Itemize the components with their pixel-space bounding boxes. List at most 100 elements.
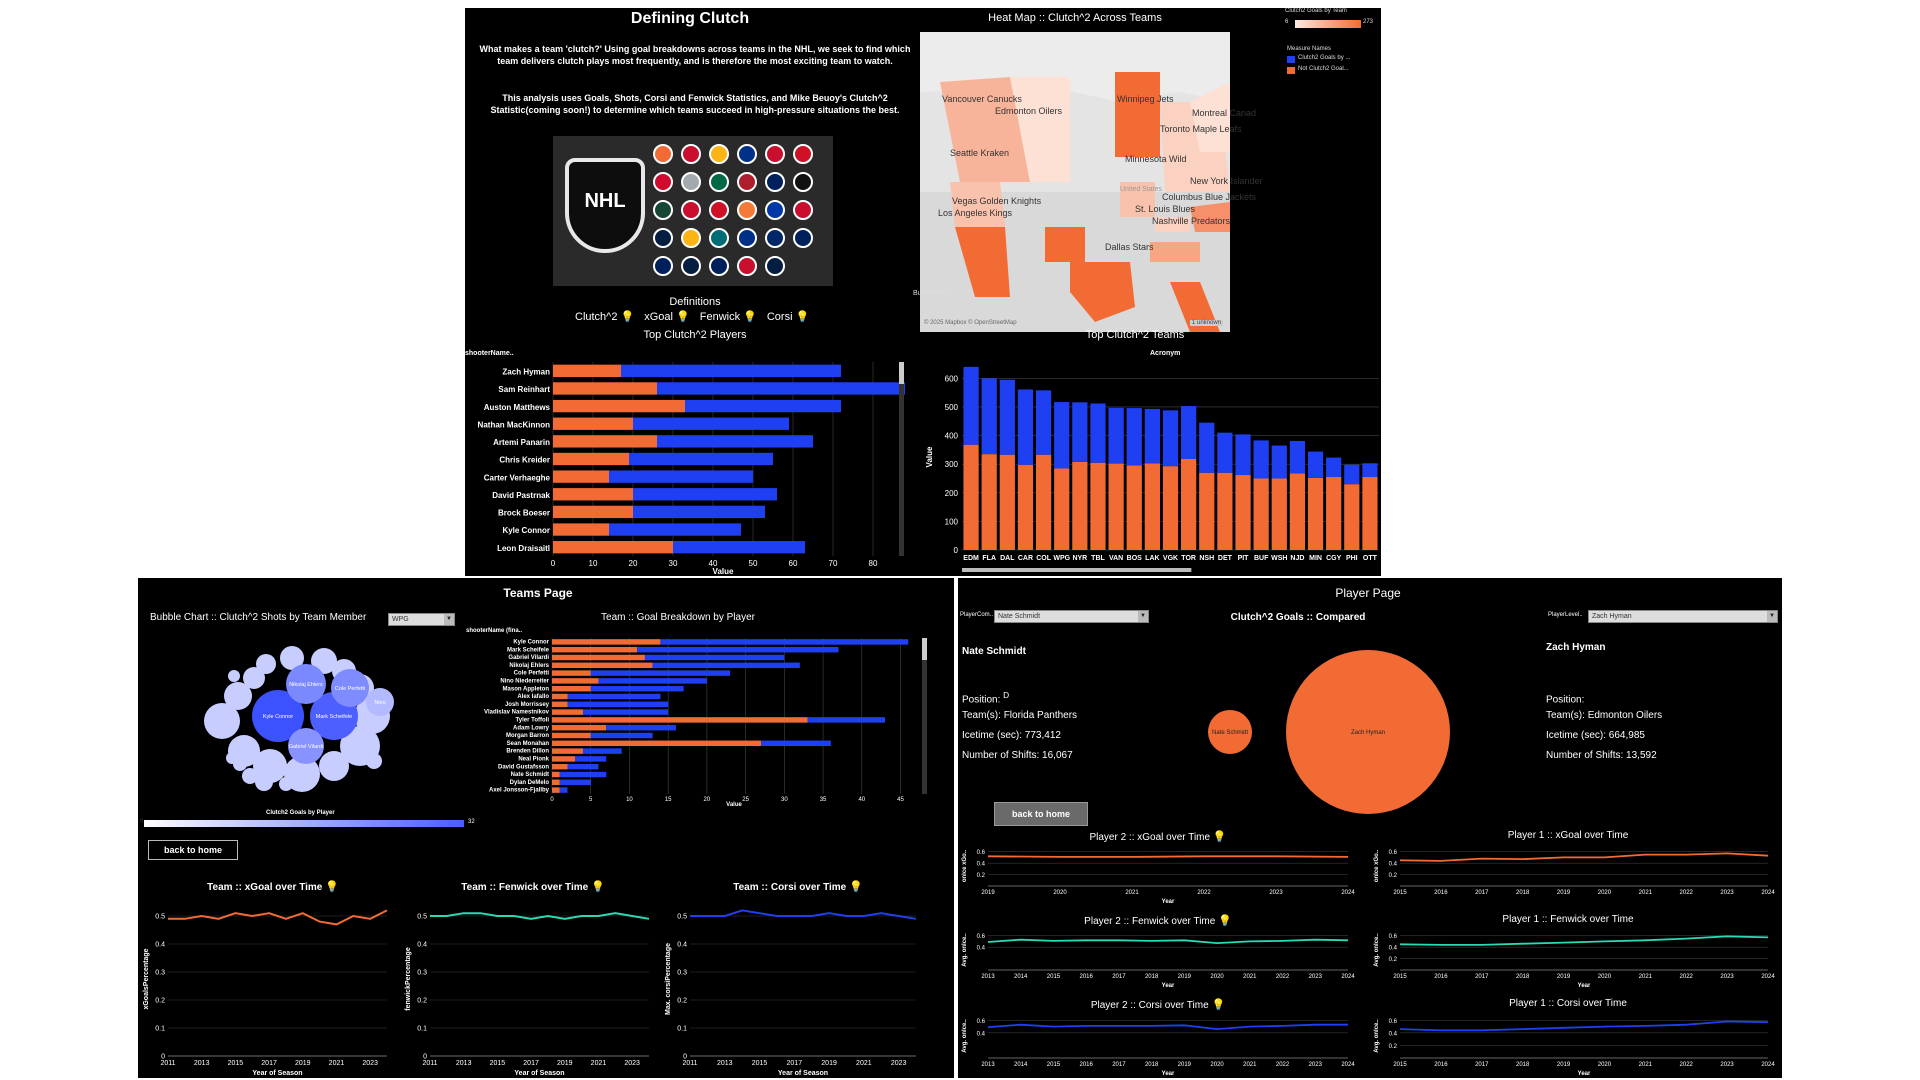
lightbulb-icon[interactable]: 💡 [1211,999,1226,1011]
p2-xgoal-chart[interactable]: 0.2 0.4 0.6 2019 2020 2021 2022 2023 2024 Year onI… [958,842,1358,904]
player1-position: Position: [1546,690,1584,705]
x-tick-label: TBL [1091,555,1105,562]
team-xgoal-chart[interactable]: 0 0.1 0.2 0.3 0.4 0.5 2011 2013 2015 2017 2019 2021… [138,896,393,1076]
lightbulb-icon[interactable]: 💡 [849,881,863,893]
player1-icetime-label: Icetime (sec): [1546,730,1607,741]
x-tick-label: 2017 [261,1060,277,1067]
lightbulb-icon[interactable]: 💡 [676,311,690,323]
lightbulb-icon[interactable]: 💡 [590,881,605,893]
player2-select[interactable]: Nate Schmidt ▼ [994,610,1149,623]
x-tick-label: VGK [1163,555,1178,562]
teams-page-panel: Teams Page Bubble Chart :: Clutch^2 Shot… [138,578,954,1078]
category-label: Zach Hyman [502,368,550,377]
category-label: Josh Morrissey [505,702,550,708]
bar-segment-blue [1253,440,1269,479]
x-tick-label: 2023 [624,1060,640,1067]
y-axis-label: onIce xGo.. [962,849,968,882]
lightbulb-icon[interactable]: 💡 [325,881,339,893]
team-select[interactable]: WPG ▼ [388,613,455,626]
compare-bubble-chart[interactable]: Nate Schmidt Zach Hyman [1188,628,1508,818]
player2-icetime-value: 773,412 [1024,730,1061,741]
bar-segment-blue [633,505,765,519]
map-label-montreal: Montreal Canad [1192,108,1257,118]
y-axis-label: Avg. onIce.. [962,1019,968,1053]
bar-segment-orange [553,523,609,536]
x-axis-label: Year [1162,983,1175,988]
back-to-home-button[interactable]: back to home [148,840,238,860]
x-tick-label: 40 [858,797,865,803]
bubble [280,646,304,670]
bar-segment-blue [1362,463,1378,478]
p1-fenwick-chart[interactable]: 0.2 0.4 0.6 2015 2016 2017 2018 2019 2020 2021 202… [1370,926,1778,988]
x-tick-label: 2020 [1053,890,1067,896]
player2-teams-value: Florida Panthers [1003,710,1078,721]
definition-xgoal[interactable]: xGoal 💡 [644,310,690,323]
series-line [690,909,917,920]
definition-corsi[interactable]: Corsi 💡 [767,310,809,323]
x-tick-label: 20 [629,559,638,568]
p2-fenwick-chart[interactable]: 0.4 0.6 2013 2014 2015 2016 2017 2018 2019 2020 20… [958,926,1358,988]
y-axis-label: Avg. onIce.. [1374,1019,1380,1053]
map-label-nyi: New York Islander [1190,176,1263,186]
bar-segment-orange [963,444,979,550]
nhl-logo-text: NHL [584,190,626,212]
player2-position-value: D [1003,690,1010,700]
x-axis-label: Year [1578,1071,1591,1076]
player2-icetime: Icetime (sec): 773,412 [962,730,1061,741]
team-logo-grid [653,144,828,284]
bubble-legend-max: 32 [468,819,475,825]
map-unknown[interactable]: 1 unknown [1190,320,1224,326]
bubble-chart[interactable]: Kyle Connor Mark Scheifele Nikolaj Ehlers C… [138,626,468,796]
definition-fenwick[interactable]: Fenwick 💡 [700,310,757,323]
measure-legend-swatch-2 [1287,67,1295,74]
team-logo-icon [737,228,757,248]
team-corsi-chart[interactable]: 0 0.1 0.2 0.3 0.4 0.5 2011 2013 2015 2017 2019 2021… [660,896,922,1076]
bubble [366,753,382,769]
lightbulb-icon[interactable]: 💡 [743,311,757,323]
p1-xgoal-chart[interactable]: 0.2 0.4 0.6 2015 2016 2017 2018 2019 2020 2021 202… [1370,842,1778,904]
x-tick-label: 60 [789,559,798,568]
intro-text-2: This analysis uses Goals, Shots, Corsi a… [490,93,900,115]
team-select-value: WPG [392,616,409,623]
breakdown-header: shooterName (fina.. [466,628,523,634]
y-tick-label: 0.2 [1389,873,1398,879]
bar-segment-blue [657,382,905,395]
team-logo-icon [681,172,701,192]
x-tick-label: 2015 [752,1060,768,1067]
team-logo-icon [765,200,785,220]
p1-corsi-chart[interactable]: 0.2 0.4 0.6 2015 2016 2017 2018 2019 2020 2021 202… [1370,1010,1778,1076]
bar-segment-orange [1035,454,1052,550]
x-tick-label: LAK [1145,555,1159,562]
bubble [255,773,273,791]
lightbulb-icon[interactable]: 💡 [1212,831,1227,843]
team-logo-icon [653,228,673,248]
team-logo-icon [709,144,729,164]
player1-select[interactable]: Zach Hyman ▼ [1588,610,1778,623]
team-logo-icon [737,256,757,276]
bar-segment-orange [1271,478,1287,550]
team-logo-icon [793,144,813,164]
team-logo-icon [709,200,729,220]
category-label: Nathan MacKinnon [478,420,551,429]
lightbulb-icon[interactable]: 💡 [1218,915,1232,927]
category-label: Kyle Connor [502,526,550,535]
team-corsi-title: Team :: Corsi over Time 💡 [673,880,923,893]
bar-segment-orange [552,709,583,715]
definition-clutch2[interactable]: Clutch^2 💡 [575,310,634,323]
top-players-chart[interactable]: 0 10 20 30 40 50 60 70 80 Zach Hyman Sam Reinhart A… [465,360,915,576]
heat-map[interactable]: Vancouver Canucks Edmonton Oilers Winnip… [920,32,1263,332]
map-button-field[interactable]: ButtonField [913,290,949,297]
lightbulb-icon[interactable]: 💡 [795,311,810,323]
lightbulb-icon[interactable]: 💡 [620,311,635,323]
player-bubble [286,664,326,704]
bubble [311,648,337,674]
x-tick-label: 2016 [1080,974,1094,980]
top-teams-header: Acronym [1150,350,1181,357]
back-to-home-button[interactable]: back to home [994,802,1088,826]
team-fenwick-chart[interactable]: 0 0.1 0.2 0.3 0.4 0.5 2011 2013 2015 2017 2019 2021… [400,896,655,1076]
player1-teams: Team(s): Edmonton Oilers [1546,710,1662,721]
p2-corsi-chart[interactable]: 0.4 0.6 2013 2014 2015 2016 2017 2018 2019 2020 20… [958,1010,1358,1076]
category-label: Alex Iafallo [517,694,549,700]
